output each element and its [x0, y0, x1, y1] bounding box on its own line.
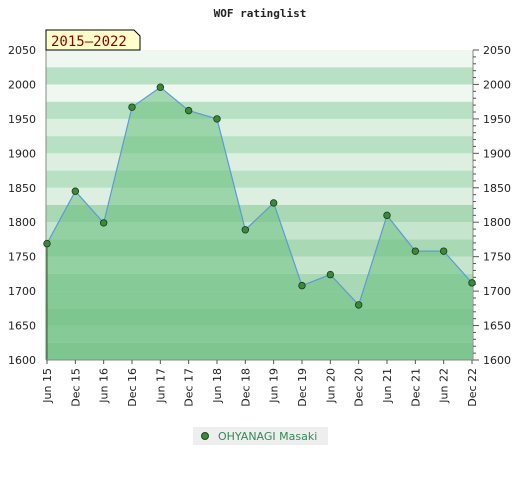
x-tick-label: Jun 21: [381, 368, 394, 404]
x-tick-label: Jun 19: [268, 368, 281, 404]
data-point: [468, 279, 476, 287]
grid-band: [46, 153, 473, 171]
data-point: [241, 226, 250, 234]
x-tick-label: Jun 22: [438, 368, 451, 404]
y-tick-label-right: 1950: [483, 113, 511, 126]
y-tick-label-right: 2050: [483, 44, 511, 57]
grid-band: [46, 101, 473, 119]
data-point: [326, 270, 335, 279]
y-tick-label-left: 2050: [8, 44, 36, 57]
y-tick-label-left: 1600: [8, 354, 36, 367]
legend-label: OHYANAGI Masaki: [218, 430, 317, 443]
x-tick-label: Dec 17: [183, 368, 196, 407]
y-tick-label-left: 2000: [8, 78, 36, 91]
x-tick-label: Dec 21: [409, 368, 422, 407]
x-tick-label: Jun 18: [211, 368, 224, 404]
grid-band: [46, 67, 473, 85]
grid-band: [46, 84, 473, 102]
x-tick-label: Dec 16: [126, 368, 139, 407]
data-point: [99, 219, 108, 227]
axes: 1600 1600 1650 1650 1700 1700 1750 1750 1800 1800…: [8, 44, 511, 407]
y-tick-label-right: 1850: [483, 182, 511, 195]
y-tick-label-right: 1900: [483, 147, 511, 160]
y-tick-label-right: 1750: [483, 251, 511, 264]
x-tick-label: Dec 20: [353, 368, 366, 407]
x-tick-label: Jun 17: [154, 368, 167, 404]
y-tick-label-left: 1650: [8, 320, 36, 333]
data-point: [354, 301, 363, 309]
y-tick-label-right: 1600: [483, 354, 511, 367]
period-badge-label: 2015–2022: [51, 34, 127, 50]
data-point: [439, 247, 448, 255]
x-tick-label: Dec 15: [69, 368, 82, 407]
points: [43, 83, 476, 309]
y-tick-label-left: 1900: [8, 147, 36, 160]
x-tick-label: Dec 19: [296, 368, 309, 407]
area-layer: [46, 86, 473, 360]
y-tick-label-right: 1700: [483, 285, 511, 298]
x-tick-label: Dec 18: [239, 368, 252, 407]
y-tick-label-left: 1800: [8, 216, 36, 229]
data-point: [213, 115, 221, 123]
y-tick-label-left: 1750: [8, 251, 36, 264]
data-point: [128, 103, 136, 111]
grid-band: [46, 170, 473, 188]
data-point: [298, 281, 306, 290]
period-badge: 2015–2022: [45, 29, 141, 51]
data-point: [71, 187, 80, 195]
x-tick-label: Jun 16: [98, 368, 111, 404]
data-point: [383, 211, 391, 220]
data-point: [184, 106, 193, 115]
series-area: [47, 87, 472, 360]
series-line: [46, 86, 473, 307]
legend[interactable]: OHYANAGI Masaki: [193, 427, 328, 445]
data-point: [269, 199, 278, 207]
data-point: [43, 239, 51, 248]
y-tick-label-right: 1800: [483, 216, 511, 229]
chart-title: WOF ratinglist: [214, 7, 307, 20]
y-tick-label-left: 1850: [8, 182, 36, 195]
data-point: [156, 83, 165, 91]
x-tick-label: Jun 15: [41, 368, 54, 404]
y-tick-label-left: 1700: [8, 285, 36, 298]
grid-band: [46, 50, 473, 68]
x-tick-label: Dec 22: [466, 368, 479, 407]
y-tick-label-left: 1950: [8, 113, 36, 126]
data-point: [411, 247, 420, 255]
legend-marker: [201, 432, 209, 440]
x-tick-label: Jun 20: [324, 368, 337, 404]
y-tick-label-right: 2000: [483, 78, 511, 91]
y-tick-label-right: 1650: [483, 320, 511, 333]
grid-band: [46, 118, 473, 137]
grid-band: [46, 136, 473, 154]
